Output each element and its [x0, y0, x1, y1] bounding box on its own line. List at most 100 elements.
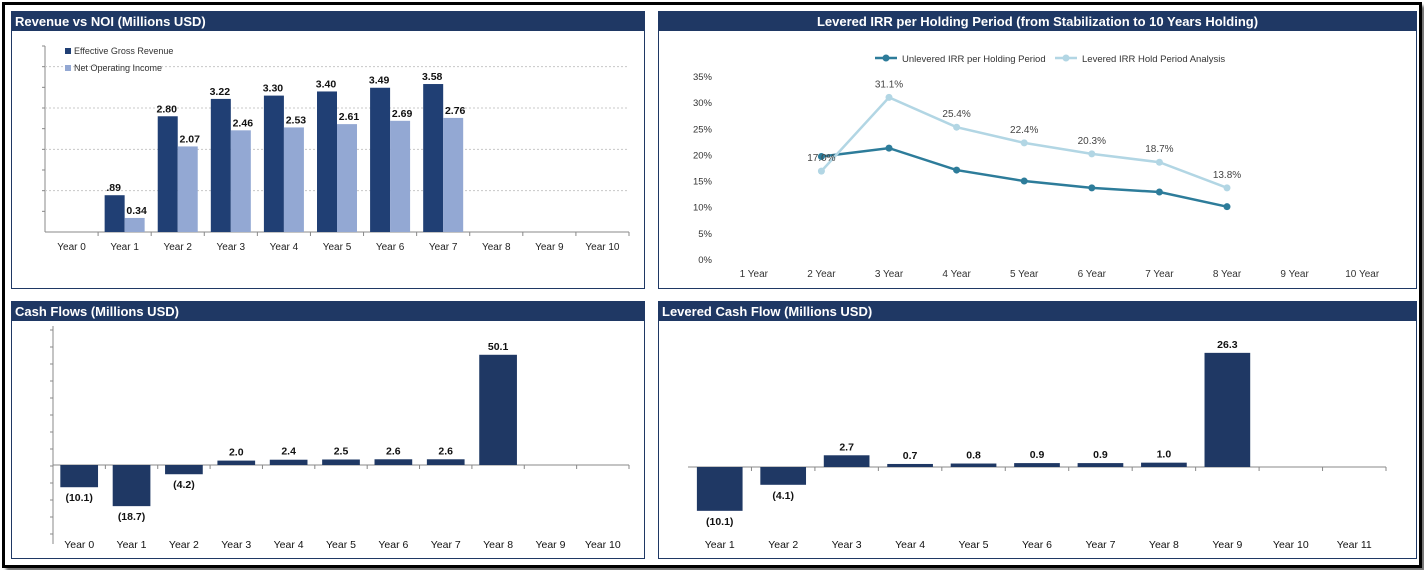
y-tick-label: 0% [698, 255, 712, 266]
x-tick-label: Year 10 [1273, 539, 1309, 551]
data-label: (10.1) [706, 516, 733, 528]
data-label: (4.2) [173, 479, 195, 491]
data-label: 2.5 [334, 446, 349, 458]
x-tick-label: Year 9 [535, 539, 565, 551]
data-label: 2.0 [229, 447, 244, 459]
data-label: 1.0 [1157, 449, 1172, 461]
bar-revenue [370, 87, 391, 232]
panel-title: Levered Cash Flow (Millions USD) [659, 302, 1416, 321]
irr-panel: Levered IRR per Holding Period (from Sta… [658, 11, 1417, 289]
x-tick-label: Year 4 [270, 242, 299, 253]
data-label: 0.9 [1093, 449, 1108, 461]
data-label: 26.3 [1217, 339, 1238, 351]
data-label: 2.61 [339, 111, 360, 123]
levered-cf-panel: Levered Cash Flow (Millions USD) Year 1 (… [658, 301, 1417, 559]
legend-label: Effective Gross Revenue [74, 46, 173, 56]
legend-marker [882, 54, 890, 62]
data-label: 2.69 [392, 108, 413, 120]
data-label: 2.4 [281, 446, 296, 458]
panel-title: Revenue vs NOI (Millions USD) [12, 12, 644, 31]
x-tick-label: 3 Year [875, 269, 904, 280]
data-point [885, 144, 893, 152]
x-tick-label: Year 7 [1085, 539, 1115, 551]
x-tick-label: Year 9 [1212, 539, 1242, 551]
data-label: 3.40 [316, 78, 337, 90]
data-label: 18.7% [1145, 144, 1173, 155]
data-label: 20.3% [1078, 136, 1106, 147]
bar-noi [177, 146, 198, 232]
x-tick-label: 6 Year [1078, 269, 1107, 280]
data-label: 0.34 [126, 205, 147, 217]
x-tick-label: Year 7 [431, 539, 461, 551]
bar-revenue [263, 95, 284, 232]
data-label: 3.30 [263, 83, 284, 95]
revenue-noi-panel: Revenue vs NOI (Millions USD) Year 0 Year… [11, 11, 645, 289]
y-tick-label: 30% [693, 98, 713, 109]
bar-noi [443, 117, 464, 232]
data-label: 2.07 [180, 133, 201, 145]
bar-noi [337, 124, 357, 232]
x-tick-label: Year 6 [378, 539, 408, 551]
data-point [885, 93, 893, 101]
data-label: 0.7 [903, 450, 918, 462]
data-label: (4.1) [772, 490, 794, 502]
data-label: (10.1) [65, 492, 92, 504]
bar [823, 455, 870, 467]
data-label: (18.7) [118, 511, 145, 523]
bar [165, 465, 203, 475]
x-tick-label: Year 11 [1337, 539, 1372, 551]
x-tick-label: Year 8 [483, 539, 513, 551]
data-label: 2.53 [286, 114, 307, 126]
data-label: 2.6 [386, 445, 401, 457]
bar [1014, 463, 1060, 467]
x-tick-label: 8 Year [1213, 269, 1242, 280]
bar [950, 463, 997, 467]
data-point [1155, 158, 1163, 166]
bar-revenue [104, 195, 125, 232]
bar [60, 465, 99, 488]
data-point [1088, 150, 1096, 158]
x-tick-label: 10 Year [1345, 269, 1380, 280]
x-tick-label: Year 10 [585, 242, 620, 253]
bar [217, 460, 256, 465]
bar [1077, 463, 1124, 467]
levered-cash-flow-chart: Year 1 (10.1) Year 2 (4.1) Year 3 2.7 Year 4 0.… [688, 339, 1387, 551]
x-tick-label: Year 8 [482, 242, 511, 253]
x-tick-label: Year 3 [832, 539, 862, 551]
bar-noi [124, 217, 145, 232]
data-point [1020, 177, 1028, 185]
data-label: 2.76 [445, 105, 466, 117]
cash-flows-panel: Cash Flows (Millions USD) Year 0 (10.1) Ye… [11, 301, 645, 559]
x-tick-label: Year 1 [110, 242, 139, 253]
x-tick-label: 5 Year [1010, 269, 1039, 280]
bar-noi [283, 127, 304, 232]
bar-revenue [423, 84, 444, 232]
legend-label: Net Operating Income [74, 63, 162, 73]
x-tick-label: Year 4 [895, 539, 925, 551]
data-label: 2.7 [839, 441, 854, 453]
bar [322, 459, 360, 465]
x-tick-label: Year 1 [705, 539, 735, 551]
x-tick-label: Year 1 [117, 539, 147, 551]
x-tick-label: Year 9 [535, 242, 564, 253]
data-label: 2.6 [438, 445, 453, 457]
bar [269, 459, 308, 465]
bar [1141, 462, 1187, 467]
bar-noi [390, 120, 411, 232]
bar-revenue [210, 98, 231, 232]
data-label: 3.22 [210, 86, 231, 98]
panel-title: Cash Flows (Millions USD) [12, 302, 644, 321]
y-tick-label: 25% [693, 124, 713, 135]
data-label: 2.46 [233, 117, 254, 129]
data-label: 3.49 [369, 75, 390, 87]
data-point [1223, 203, 1231, 211]
x-tick-label: Year 4 [274, 539, 304, 551]
x-tick-label: 2 Year [807, 269, 836, 280]
cash-flows-chart: Year 0 (10.1) Year 1 (18.7) Year 2 (4.2) Year … [50, 326, 630, 551]
bar [374, 459, 413, 465]
bar [696, 467, 743, 511]
bar [112, 465, 151, 507]
bar [1204, 352, 1251, 467]
data-point [953, 166, 961, 174]
data-point [1223, 184, 1231, 192]
